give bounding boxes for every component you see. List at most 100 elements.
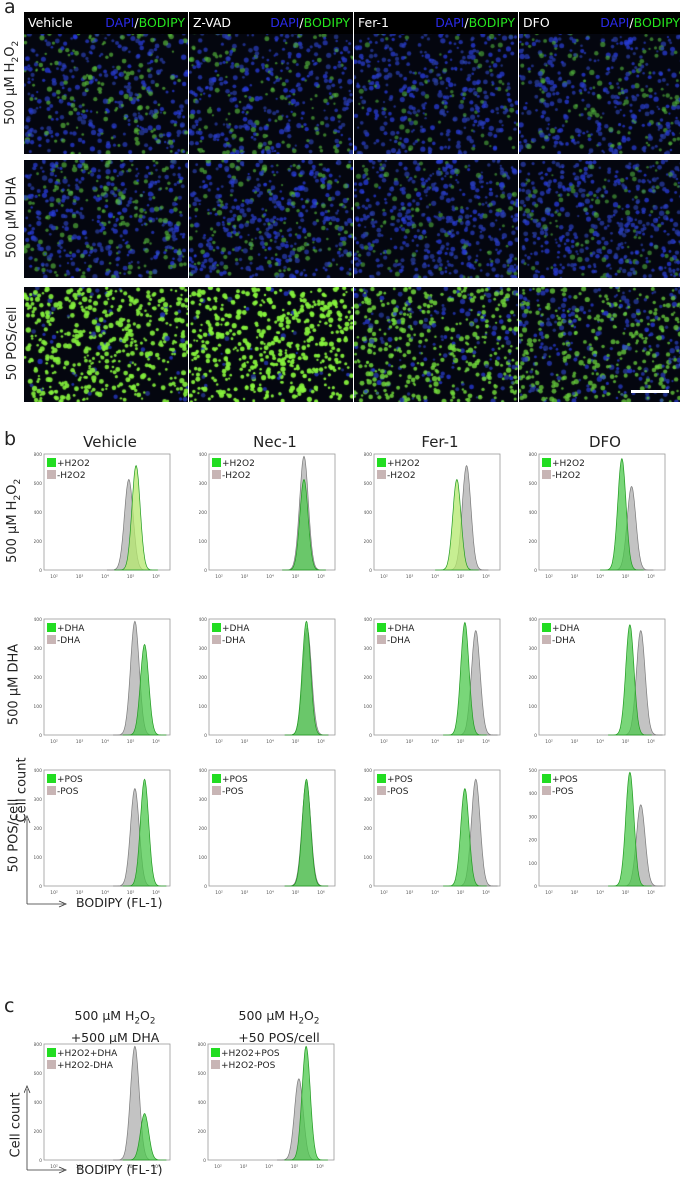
x-tick-label: 10² xyxy=(215,890,223,896)
legend-plus-label: +H2O2 xyxy=(552,459,585,469)
y-tick-label: 0 xyxy=(204,733,207,739)
x-tick-label: 10² xyxy=(215,574,223,580)
legend-minus-label: -DHA xyxy=(57,636,81,646)
stain-legend: DAPI/BODIPY xyxy=(270,12,350,34)
micrograph-cells xyxy=(519,287,680,402)
legend-minus-label: -POS xyxy=(57,787,79,797)
flow-histogram: 400 300 200 100 0 10² 10³ 10⁴ 10⁵ 10⁶ +H2O2 -H2O2 xyxy=(198,452,336,580)
x-tick-label: 10³ xyxy=(241,890,249,896)
x-tick-label: 10⁵ xyxy=(291,1164,299,1170)
stain-legend: DAPI/BODIPY xyxy=(435,12,515,34)
x-tick-label: 10⁴ xyxy=(431,739,439,745)
y-tick-label: 200 xyxy=(529,838,537,844)
y-tick-label: 300 xyxy=(34,646,42,652)
condition-title-line1: 500 μM H2O2 xyxy=(204,1008,354,1030)
y-tick-label: 200 xyxy=(529,675,537,681)
condition-title-line2: +50 POS/cell xyxy=(238,1029,320,1045)
treatment-label: Fer-1 xyxy=(358,15,389,30)
stain-legend: DAPI/BODIPY xyxy=(105,12,185,34)
legend-plus-swatch xyxy=(377,774,386,783)
flow-histogram: 800 600 400 200 0 10² 10³ 10⁴ 10⁵ 10⁶ +H2O2 -H2O2 xyxy=(363,452,501,580)
y-tick-label: 600 xyxy=(198,1071,206,1077)
micrograph-header: Z-VAD DAPI/BODIPY xyxy=(189,12,353,34)
x-tick-label: 10⁶ xyxy=(482,739,490,745)
micrograph-image xyxy=(24,287,188,402)
panel-b-letter: b xyxy=(4,428,17,450)
x-tick-label: 10² xyxy=(545,890,553,896)
y-tick-label: 800 xyxy=(364,452,372,458)
plus-histogram xyxy=(114,464,158,571)
x-tick-label: 10⁵ xyxy=(292,739,300,745)
stain-separator: / xyxy=(629,15,634,30)
micrograph-cells xyxy=(24,160,188,278)
y-tick-label: 0 xyxy=(39,568,42,574)
plus-histogram xyxy=(122,643,167,736)
flow-histogram: 500 400 300 200 100 0 10² 10³ 10⁴ 10⁵ 10⁶ +POS -POS xyxy=(528,768,666,896)
y-tick-label: 100 xyxy=(199,704,207,710)
x-tick-label: 10⁴ xyxy=(101,739,109,745)
y-tick-label: 100 xyxy=(529,861,537,867)
y-tick-label: 200 xyxy=(34,539,42,545)
x-arrowhead xyxy=(58,900,68,908)
x-tick-label: 10⁵ xyxy=(457,739,465,745)
micrograph-image xyxy=(189,160,353,278)
flow-histogram: 400 300 200 100 0 10² 10³ 10⁴ 10⁵ 10⁶ +POS -POS xyxy=(363,768,501,896)
legend-minus-swatch xyxy=(542,635,551,644)
legend-minus-swatch xyxy=(212,470,221,479)
plus-histogram xyxy=(122,778,167,887)
legend-minus-swatch xyxy=(377,470,386,479)
y-tick-label: 600 xyxy=(529,481,537,487)
legend-plus-swatch xyxy=(542,774,551,783)
x-tick-label: 10³ xyxy=(76,1164,84,1170)
y-tick-label: 200 xyxy=(34,1129,42,1135)
x-tick-label: 10² xyxy=(50,890,58,896)
y-tick-label: 400 xyxy=(364,510,372,516)
flow-histogram-wrap: 400 300 200 100 0 10² 10³ 10⁴ 10⁵ 10⁶ +POS -POS xyxy=(363,768,504,910)
legend-minus-label: -POS xyxy=(552,787,574,797)
micrograph-image xyxy=(354,160,518,278)
x-tick-label: 10⁵ xyxy=(292,890,300,896)
micrograph-cells xyxy=(24,287,188,402)
legend-minus-label: -H2O2 xyxy=(387,471,416,481)
x-tick-label: 10³ xyxy=(240,1164,248,1170)
y-tick-label: 800 xyxy=(529,452,537,458)
flow-histogram-combined-wrap: 800 600 400 200 0 10² 10³ 10⁴ 10⁵ 10⁶ +H2O2+DHA +H2… xyxy=(33,1042,174,1184)
flow-histogram-wrap: 400 300 200 100 0 10² 10³ 10⁴ 10⁵ 10⁶ +DHA -DHA xyxy=(33,617,174,759)
plus-histogram xyxy=(284,1045,328,1161)
stain-separator: / xyxy=(464,15,469,30)
x-tick-label: 10⁴ xyxy=(101,574,109,580)
histogram-column-title: Nec-1 xyxy=(253,433,297,451)
stain-bodipy: BODIPY xyxy=(138,15,185,30)
plus-histogram xyxy=(284,620,329,736)
y-tick-label: 400 xyxy=(34,768,42,774)
y-tick-label: 800 xyxy=(34,1042,42,1048)
legend-minus-swatch xyxy=(211,1060,220,1069)
x-tick-label: 10⁶ xyxy=(152,890,160,896)
legend-plus-label: +POS xyxy=(57,775,83,785)
x-tick-label: 10³ xyxy=(76,890,84,896)
plus-histogram xyxy=(282,478,326,571)
flow-histogram: 800 600 400 200 0 10² 10³ 10⁴ 10⁵ 10⁶ +H2O2 -H2O2 xyxy=(33,452,171,580)
y-tick-label: 300 xyxy=(364,797,372,803)
micrograph-image xyxy=(354,287,518,402)
legend-plus-label: +H2O2+DHA xyxy=(57,1049,118,1059)
micrograph-row-label: 500 μM DHA xyxy=(5,159,20,277)
y-tick-label: 400 xyxy=(34,510,42,516)
x-tick-label: 10⁴ xyxy=(431,890,439,896)
legend-plus-label: +DHA xyxy=(387,624,415,634)
x-tick-label: 10⁶ xyxy=(317,739,325,745)
treatment-label: DFO xyxy=(523,15,550,30)
legend-minus-label: -H2O2 xyxy=(552,471,581,481)
treatment-label: Z-VAD xyxy=(193,15,232,30)
micrograph-cells xyxy=(189,287,353,402)
x-tick-label: 10⁶ xyxy=(647,890,655,896)
y-tick-label: 400 xyxy=(199,452,207,458)
micrograph-cells xyxy=(354,160,518,278)
flow-histogram: 400 300 200 100 0 10² 10³ 10⁴ 10⁵ 10⁶ +DHA -DHA xyxy=(33,617,171,745)
x-tick-label: 10⁴ xyxy=(431,574,439,580)
x-tick-label: 10³ xyxy=(571,574,579,580)
x-tick-label: 10³ xyxy=(241,574,249,580)
y-tick-label: 0 xyxy=(204,884,207,890)
legend-minus-label: -DHA xyxy=(552,636,576,646)
y-tick-label: 400 xyxy=(199,617,207,623)
